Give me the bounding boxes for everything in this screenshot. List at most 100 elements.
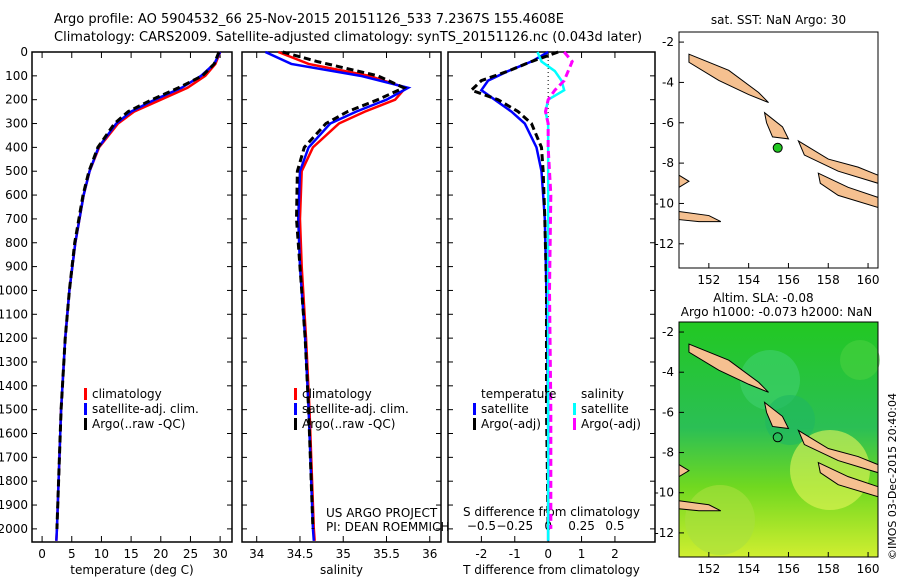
legend-swatch: [84, 388, 87, 400]
y-tick-label: 1000: [0, 283, 28, 297]
x-tick-label: -2: [475, 547, 487, 561]
project-annotation: US ARGO PROJECT: [326, 506, 438, 520]
map-y-tick-label: -2: [662, 35, 674, 49]
y-tick-label: 200: [5, 93, 28, 107]
y-tick-label: 400: [5, 140, 28, 154]
y-tick-label: 1200: [0, 331, 28, 345]
y-tick-label: 1400: [0, 379, 28, 393]
series-line-satellite-adj-clim-: [55, 51, 222, 541]
y-tick-label: 1600: [0, 427, 28, 441]
x-tick-label: 35: [336, 547, 351, 561]
map-x-tick-label: 154: [737, 562, 760, 576]
legend-label: Argo(..raw -QC): [302, 417, 395, 431]
legend-swatch: [473, 418, 476, 430]
map-title-sla: Altim. SLA: -0.08: [713, 291, 813, 305]
x-tick-label: 20: [153, 547, 168, 561]
legend-label: Argo(-adj): [481, 417, 541, 431]
map-y-tick-label: -10: [654, 196, 674, 210]
map-title: sat. SST: NaN Argo: 30: [711, 13, 846, 27]
map-y-tick-label: -8: [662, 446, 674, 460]
x-tick-label: 15: [123, 547, 138, 561]
legend-title: temperature: [481, 387, 556, 401]
map-y-tick-label: -4: [662, 365, 674, 379]
legend-swatch: [473, 403, 476, 415]
legend-swatch: [294, 418, 297, 430]
map-2-frame: [678, 321, 879, 558]
legend-swatch: [573, 403, 576, 415]
y-tick-label: 600: [5, 188, 28, 202]
x-tick-label: 1: [578, 547, 586, 561]
y-tick-label: 1700: [0, 450, 28, 464]
temperature-frame: [31, 51, 233, 543]
legend-swatch: [294, 388, 297, 400]
title-line-1: Argo profile: AO 5904532_66 25-Nov-2015 …: [54, 12, 564, 27]
y-tick-label: 800: [5, 236, 28, 250]
legend-swatch: [84, 418, 87, 430]
salinity-frame: [241, 51, 442, 543]
x2-tick-label: 0.5: [605, 519, 624, 533]
legend-label: Argo(-adj): [581, 417, 641, 431]
y-tick-label: 1100: [0, 307, 28, 321]
x-tick-label: 34: [249, 547, 264, 561]
series-line-climatology: [277, 50, 408, 541]
argo-float-marker: [772, 432, 783, 443]
map-x-tick-label: 160: [857, 562, 880, 576]
map-y-tick-label: -12: [654, 237, 674, 251]
map-y-tick-label: -12: [654, 526, 674, 540]
y-tick-label: 100: [5, 69, 28, 83]
legend-swatch: [294, 403, 297, 415]
series-line-t-argo-adj-: [468, 50, 559, 529]
x-tick-label: 5: [68, 547, 76, 561]
map-x-tick-label: 156: [777, 562, 800, 576]
map-y-tick-label: -2: [662, 325, 674, 339]
x-axis-label: salinity: [320, 563, 363, 577]
x-tick-label: 0: [38, 547, 46, 561]
legend-label: satellite-adj. clim.: [92, 402, 199, 416]
map-1-frame: [678, 31, 879, 269]
map-y-tick-label: -10: [654, 486, 674, 500]
legend-label: satellite: [481, 402, 529, 416]
x2-tick-label: −0.25: [496, 519, 533, 533]
legend-swatch: [573, 418, 576, 430]
coastline-landmass: [763, 111, 790, 140]
x-tick-label: 34.5: [287, 547, 314, 561]
legend-label: climatology: [92, 387, 162, 401]
map-y-tick-label: -4: [662, 75, 674, 89]
series-line-argo-raw-qc-: [55, 51, 221, 529]
project-annotation: PI: DEAN ROEMMICH: [326, 520, 449, 534]
y-tick-label: 1300: [0, 355, 28, 369]
x-tick-label: 25: [183, 547, 198, 561]
series-line-t-satellite: [479, 50, 550, 541]
y-tick-label: 700: [5, 212, 28, 226]
x-tick-label: 2: [611, 547, 619, 561]
x-tick-label: 36: [422, 547, 437, 561]
map-y-tick-label: -6: [662, 116, 674, 130]
y-tick-label: 1500: [0, 403, 28, 417]
x-tick-label: 35.5: [373, 547, 400, 561]
x-tick-label: 30: [212, 547, 227, 561]
series-line-s-satellite: [536, 51, 566, 541]
legend-title: salinity: [581, 387, 624, 401]
series-line-argo-raw-qc-: [282, 50, 408, 529]
coastline-landmass: [763, 401, 790, 430]
legend-label: satellite: [581, 402, 629, 416]
map-x-tick-label: 152: [697, 273, 720, 287]
map-title-argo-h: Argo h1000: -0.073 h2000: NaN: [681, 305, 873, 319]
map-x-tick-label: 158: [817, 273, 840, 287]
sla-blob: [685, 485, 755, 555]
coastline-landmass: [688, 53, 769, 104]
x2-axis-label: S difference from climatology: [463, 505, 640, 519]
map-x-tick-label: 156: [777, 273, 800, 287]
x-tick-label: 10: [94, 547, 109, 561]
difference-frame: [447, 51, 656, 543]
argo-float-marker: [772, 142, 783, 153]
y-tick-label: 900: [5, 260, 28, 274]
map-y-tick-label: -6: [662, 405, 674, 419]
x-axis-label: T difference from climatology: [462, 563, 640, 577]
sla-blob: [840, 340, 880, 380]
legend-label: Argo(..raw -QC): [92, 417, 185, 431]
sla-blob: [740, 350, 800, 410]
x-tick-label: -1: [509, 547, 521, 561]
